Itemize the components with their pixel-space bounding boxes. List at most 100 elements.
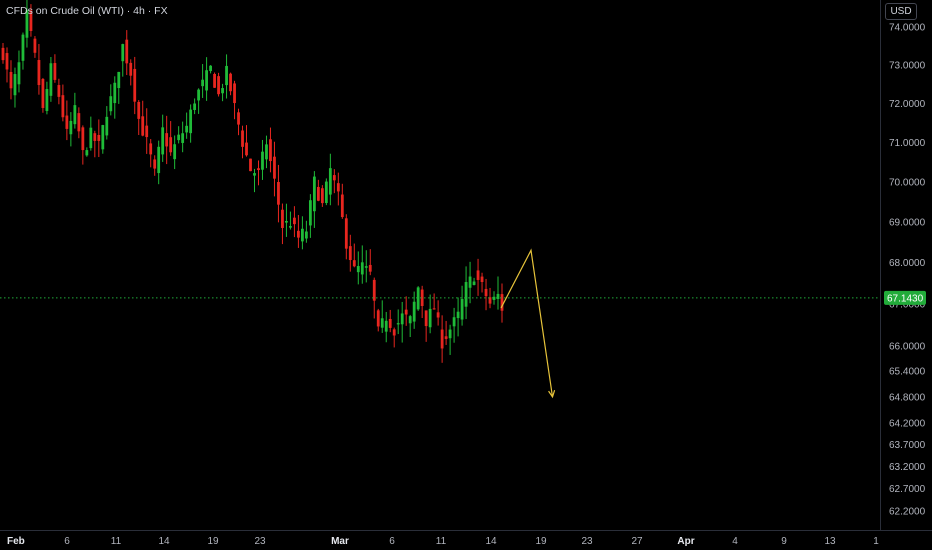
candle-body (237, 112, 240, 125)
price-tick-label: 70.0000 (889, 177, 926, 188)
price-tick-label: 62.2000 (889, 507, 926, 518)
price-tick-label: 66.0000 (889, 341, 926, 352)
currency-button[interactable]: USD (885, 3, 917, 20)
candle-body (448, 329, 452, 339)
candle-body (356, 266, 360, 273)
candle-body (149, 143, 153, 155)
candle-body (221, 88, 224, 94)
candle-body (49, 63, 53, 96)
candle-body (320, 188, 324, 204)
last-price-badge (884, 290, 926, 305)
candle-body (129, 62, 133, 76)
candle-body (277, 182, 280, 205)
candle-body (436, 312, 440, 318)
candle-body (380, 318, 384, 328)
candle-body (500, 294, 504, 311)
candle-body (452, 317, 456, 327)
candle-body (173, 144, 177, 160)
candle-body (432, 308, 436, 310)
time-tick-label: 23 (254, 536, 266, 547)
candle-body (197, 89, 201, 101)
candle-body (460, 299, 464, 320)
candle-body (372, 279, 376, 301)
candle-body (480, 276, 484, 283)
candle-body (69, 120, 73, 135)
time-tick-label: 11 (436, 536, 447, 547)
price-tick-label: 63.2000 (889, 462, 926, 473)
candle-body (253, 173, 256, 176)
candle-body (269, 139, 272, 162)
candle-body (65, 115, 69, 129)
candle-body (328, 168, 332, 195)
candle-body (492, 296, 496, 300)
price-tick-label: 62.7000 (889, 484, 926, 495)
candle-body (476, 270, 480, 280)
time-tick-label: Feb (7, 536, 25, 547)
price-tick-label: 63.7000 (889, 440, 926, 451)
candle-body (97, 134, 101, 141)
candle-body (304, 231, 308, 239)
candle-body (13, 74, 17, 96)
time-tick-label: 11 (111, 536, 122, 547)
candle-body (293, 217, 296, 225)
projection-drawing[interactable] (500, 248, 556, 399)
candle-body (316, 186, 320, 201)
candle-body (281, 209, 284, 228)
time-tick-label: 6 (64, 536, 70, 547)
candle-body (400, 313, 404, 325)
candle-body (308, 200, 312, 226)
price-tick-label: 64.2000 (889, 418, 926, 429)
candle-body (93, 133, 97, 141)
candle-body (384, 320, 388, 332)
candle-body (37, 60, 41, 86)
time-tick-label: 27 (631, 536, 643, 547)
time-tick-label: 9 (781, 536, 787, 547)
candle-body (484, 288, 488, 297)
candle-body (17, 62, 21, 85)
candle-body (336, 183, 340, 192)
price-tick-label: 69.0000 (889, 217, 926, 228)
candle-body (81, 127, 85, 151)
time-axis[interactable]: Feb 6 11 14 19 23 Mar 6 11 14 19 23 27 Apr 4 9 13 1 (7, 536, 879, 547)
projection-arrowhead (548, 390, 556, 399)
candle-body (61, 95, 65, 118)
candle-body (57, 85, 61, 97)
candle-body (233, 83, 236, 104)
time-tick-label: 4 (732, 536, 738, 547)
candle-body (348, 246, 352, 261)
candle-body (229, 73, 232, 92)
candle-body (364, 266, 368, 268)
candle-body (145, 125, 149, 138)
candle-body (488, 297, 492, 304)
candle-body (45, 89, 49, 111)
candle-body (105, 116, 109, 136)
candle-body (25, 10, 29, 38)
time-tick-label: 14 (485, 536, 497, 547)
candle-body (352, 260, 356, 267)
candle-body (344, 218, 348, 249)
candle-body (392, 329, 396, 336)
candle-body (157, 146, 161, 174)
candle-body (324, 181, 328, 204)
candle-body (360, 262, 364, 275)
candle-body (21, 34, 25, 61)
candle-body (388, 318, 392, 328)
candle-body (241, 130, 244, 147)
candle-body (332, 175, 336, 181)
projection-path[interactable] (500, 248, 554, 397)
candle-body (408, 316, 412, 324)
price-tick-label: 65.4000 (889, 367, 926, 378)
price-tick-label: 73.0000 (889, 60, 926, 71)
candle-body (137, 101, 141, 119)
candle-body (424, 310, 428, 327)
candle-body (368, 264, 372, 272)
candle-body (456, 311, 460, 319)
candle-body (468, 276, 472, 288)
time-tick-label: Mar (331, 536, 349, 547)
candle-body (420, 289, 424, 306)
candle-body (73, 105, 77, 125)
candle-body (312, 176, 316, 212)
candle-body (225, 65, 228, 86)
candle-body (53, 63, 57, 80)
